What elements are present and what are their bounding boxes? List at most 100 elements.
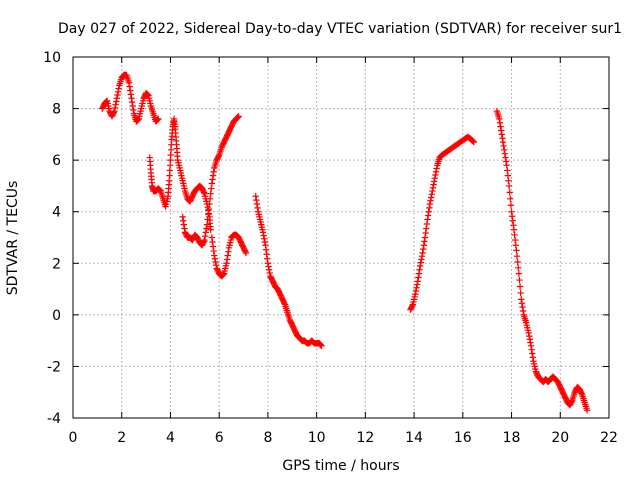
data-point-plus <box>425 208 432 215</box>
data-point-plus <box>498 131 505 138</box>
data-point-plus <box>114 88 122 96</box>
data-point-plus <box>507 202 515 209</box>
data-point-plus <box>415 274 422 281</box>
data-point-plus <box>223 260 230 267</box>
data-point-plus <box>206 200 213 208</box>
series-segment-6 <box>407 133 477 313</box>
data-point-plus <box>430 181 437 188</box>
data-point-plus <box>134 116 141 124</box>
data-point-plus <box>210 168 217 175</box>
data-point-plus <box>234 114 241 121</box>
data-point-plus <box>111 104 119 112</box>
data-point-plus <box>225 248 232 255</box>
series-segment-4 <box>208 231 250 280</box>
data-point-plus <box>583 407 591 414</box>
data-point-plus <box>211 252 218 259</box>
data-point-plus <box>112 101 119 108</box>
x-tick-label: 18 <box>503 430 521 446</box>
data-point-plus <box>208 180 216 187</box>
data-point-plus <box>207 190 214 197</box>
data-point-plus <box>431 174 438 182</box>
data-point-plus <box>252 193 259 200</box>
data-point-plus <box>519 307 527 315</box>
data-point-plus <box>504 167 511 174</box>
data-point-plus <box>509 217 516 224</box>
data-point-plus <box>260 232 267 239</box>
data-point-plus <box>423 220 431 228</box>
data-point-plus <box>578 390 585 397</box>
data-point-plus <box>209 238 216 246</box>
data-point-plus <box>203 221 211 228</box>
data-point-plus <box>253 196 260 204</box>
data-point-plus <box>128 98 136 106</box>
data-point-plus <box>505 177 512 184</box>
data-marks <box>99 71 591 414</box>
data-point-plus <box>317 341 324 348</box>
data-point-plus <box>499 138 507 146</box>
data-point-plus <box>499 135 506 142</box>
data-point-plus <box>469 137 476 145</box>
data-point-plus <box>201 236 208 244</box>
data-point-plus <box>207 226 214 233</box>
data-point-plus <box>206 195 214 203</box>
data-point-plus <box>529 350 536 357</box>
data-point-plus <box>429 184 437 192</box>
data-point-plus <box>223 256 231 263</box>
data-point-plus <box>202 229 209 236</box>
data-point-plus <box>517 289 524 297</box>
data-point-plus <box>153 116 161 124</box>
grid <box>73 57 609 418</box>
data-point-plus <box>127 87 134 94</box>
data-point-plus <box>262 242 269 249</box>
data-point-plus <box>262 246 270 253</box>
data-point-plus <box>179 213 186 221</box>
data-point-plus <box>127 91 135 98</box>
y-tick-label: -4 <box>47 411 61 427</box>
data-point-plus <box>412 291 419 298</box>
data-point-plus <box>180 221 188 228</box>
data-point-plus <box>503 162 510 169</box>
data-point-plus <box>416 262 424 270</box>
data-point-plus <box>201 233 209 240</box>
data-point-plus <box>412 287 420 295</box>
data-point-plus <box>265 263 272 270</box>
data-point-plus <box>510 226 518 233</box>
data-point-plus <box>510 222 517 229</box>
data-point-plus <box>113 98 120 105</box>
y-tick-label: 10 <box>43 50 61 66</box>
data-point-plus <box>242 248 249 255</box>
y-axis-label: SDTVAR / TECUs <box>5 181 21 296</box>
data-point-plus <box>415 270 423 277</box>
data-point-plus <box>200 238 208 245</box>
data-point-plus <box>428 191 435 198</box>
data-point-plus <box>111 107 118 115</box>
data-point-plus <box>426 200 434 208</box>
plot-frame <box>72 56 610 419</box>
x-tick-label: 2 <box>117 430 126 446</box>
x-tick-label: 0 <box>69 430 78 446</box>
data-point-plus <box>128 95 135 102</box>
data-point-plus <box>500 142 507 150</box>
data-point-plus <box>496 115 503 123</box>
x-tick-label: 16 <box>454 430 472 446</box>
data-point-plus <box>516 283 524 290</box>
data-point-plus <box>317 341 325 349</box>
data-point-plus <box>266 269 273 277</box>
data-point-plus <box>501 146 508 154</box>
series-segment-5 <box>252 193 325 349</box>
data-point-plus <box>113 95 121 102</box>
data-point-plus <box>421 238 428 245</box>
data-point-plus <box>110 109 118 116</box>
x-tick-label: 10 <box>308 430 326 446</box>
data-point-plus <box>215 153 222 160</box>
data-point-plus <box>209 172 217 179</box>
data-point-plus <box>427 197 434 204</box>
x-tick-label: 14 <box>405 430 423 446</box>
data-point-plus <box>424 212 432 219</box>
data-point-plus <box>210 247 217 255</box>
data-point-plus <box>432 171 439 179</box>
series-segment-2 <box>146 115 214 233</box>
data-point-plus <box>181 225 188 232</box>
data-point-plus <box>254 204 261 212</box>
data-point-plus <box>422 229 429 237</box>
